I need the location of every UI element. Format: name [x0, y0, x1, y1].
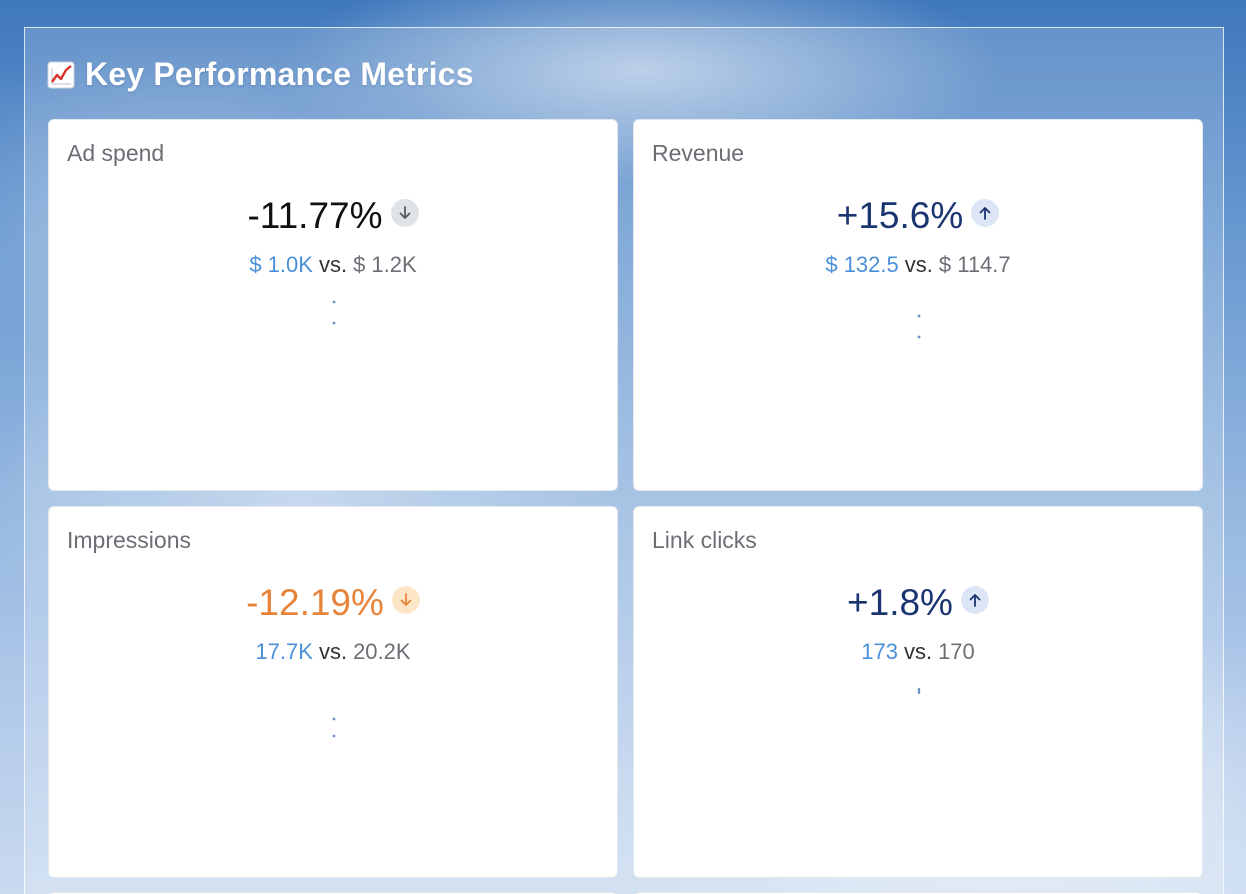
metric-previous-value: $ 114.7 [938, 252, 1011, 277]
vs-label: vs. [904, 252, 933, 277]
metric-change: -11.77% [247, 195, 383, 236]
metric-comparison: $ 132.5 vs. $ 114.7 [634, 252, 1202, 278]
metric-previous-value: 170 [938, 639, 975, 664]
metric-current-value: $ 132.5 [825, 252, 899, 277]
metric-comparison: 173 vs. 170 [634, 639, 1202, 665]
sparkline [332, 717, 336, 738]
metric-label: Revenue [652, 140, 745, 166]
metric-change: +15.6% [836, 195, 964, 236]
metric-change: +1.8% [847, 582, 953, 623]
metric-current-value: 173 [861, 639, 898, 664]
vs-label: vs. [318, 252, 348, 277]
metric-card-link-clicks: Link clicks +1.8% 173 vs. 170 [633, 506, 1203, 878]
metric-label: Link clicks [652, 527, 757, 553]
chart-increasing-icon [47, 61, 75, 88]
metric-label: Ad spend [67, 140, 165, 166]
panel-title: Key Performance Metrics [47, 56, 474, 93]
arrow-up-icon [971, 199, 1000, 227]
arrow-down-icon [391, 586, 420, 614]
metric-card-ad-spend: Ad spend -11.77% $ 1.0K vs. $ 1.2K [48, 119, 618, 491]
arrow-down-icon [390, 199, 419, 227]
metric-comparison: $ 1.0K vs. $ 1.2K [49, 252, 617, 278]
vs-label: vs. [903, 639, 933, 664]
metric-label: Impressions [67, 527, 191, 553]
sparkline [917, 314, 921, 339]
metric-current-value: $ 1.0K [249, 252, 313, 277]
metric-previous-value: 20.2K [353, 639, 411, 664]
metric-previous-value: $ 1.2K [353, 252, 417, 277]
sparkline [332, 300, 336, 325]
sparkline [917, 688, 921, 694]
panel-title-text: Key Performance Metrics [85, 56, 474, 92]
metric-comparison: 17.7K vs. 20.2K [49, 639, 617, 665]
vs-label: vs. [318, 639, 348, 664]
metric-card-impressions: Impressions -12.19% 17.7K vs. 20.2K [48, 506, 618, 878]
arrow-up-icon [960, 586, 989, 614]
metric-current-value: 17.7K [255, 639, 313, 664]
metric-change: -12.19% [246, 582, 384, 623]
metrics-panel: Key Performance Metrics Ad spend -11.77%… [24, 27, 1224, 894]
metric-card-revenue: Revenue +15.6% $ 132.5 vs. $ 114.7 [633, 119, 1203, 491]
